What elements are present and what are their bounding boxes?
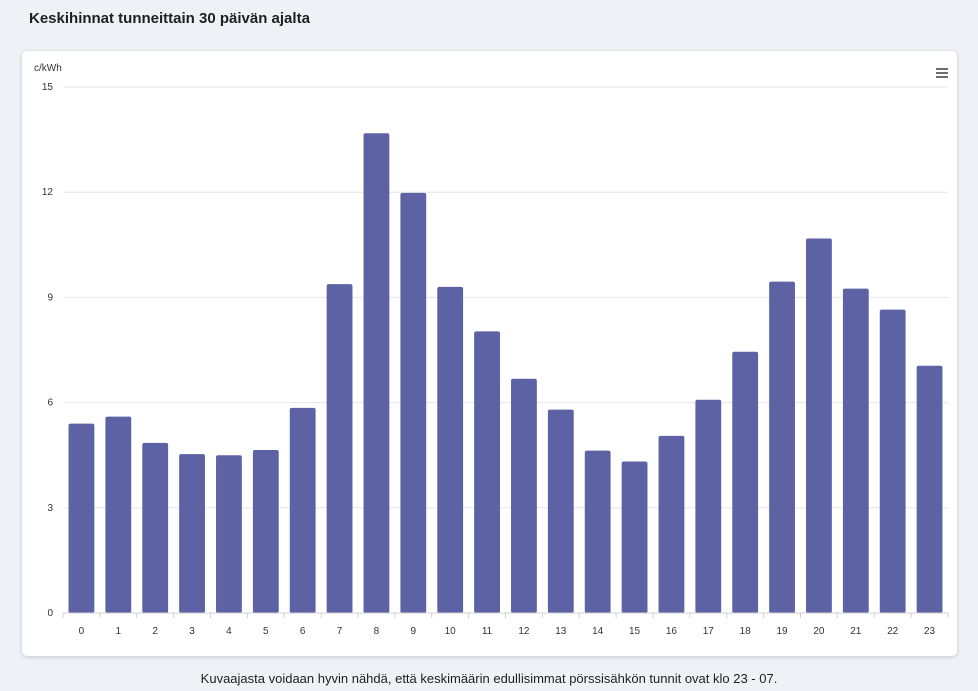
- bar-hour-7[interactable]: [326, 284, 353, 613]
- x-tick-label: 18: [740, 626, 752, 637]
- y-tick-label: 3: [47, 503, 53, 514]
- bar-hour-8[interactable]: [363, 133, 390, 613]
- hamburger-menu-icon[interactable]: [935, 67, 949, 79]
- x-tick-label: 3: [189, 626, 195, 637]
- y-tick-label: 9: [47, 292, 53, 303]
- x-tick-label: 4: [226, 626, 232, 637]
- bar-hour-14[interactable]: [584, 450, 611, 613]
- bar-hour-13[interactable]: [547, 409, 574, 613]
- x-tick-label: 8: [374, 626, 380, 637]
- bar-hour-0[interactable]: [68, 423, 95, 613]
- bar-hour-23[interactable]: [916, 365, 943, 613]
- bar-hour-10[interactable]: [437, 286, 464, 613]
- bar-hour-19[interactable]: [769, 281, 795, 613]
- x-tick-label: 22: [887, 626, 899, 637]
- bar-hour-16[interactable]: [658, 435, 685, 613]
- bar-hour-18[interactable]: [732, 351, 759, 613]
- bar-hour-5[interactable]: [252, 449, 279, 613]
- bar-hour-9[interactable]: [400, 192, 427, 613]
- bars: [68, 133, 943, 613]
- bar-hour-1[interactable]: [105, 416, 132, 613]
- x-tick-label: 14: [592, 626, 604, 637]
- x-tick-label: 2: [152, 626, 158, 637]
- x-tick-label: 1: [116, 626, 122, 637]
- x-tick-label: 6: [300, 626, 306, 637]
- bar-hour-11[interactable]: [474, 331, 500, 613]
- y-tick-label: 6: [47, 398, 53, 409]
- x-tick-label: 19: [777, 626, 789, 637]
- bar-hour-20[interactable]: [806, 238, 832, 613]
- bar-hour-15[interactable]: [621, 461, 648, 613]
- chart-card: 0 3 6 9 12 15 0 1 2 3 4 5 6 7 8 9 10 11 12 13 14 15 16 17 18 19 2…: [22, 51, 957, 656]
- x-tick-label: 20: [813, 626, 825, 637]
- x-tick-label: 12: [518, 626, 530, 637]
- page-title: Keskihinnat tunneittain 30 päivän ajalta: [29, 10, 310, 27]
- bar-hour-22[interactable]: [879, 309, 906, 613]
- x-tick-label: 7: [337, 626, 343, 637]
- y-axis-label: c/kWh: [34, 63, 62, 74]
- y-tick-label: 15: [42, 82, 54, 93]
- x-tick-label: 13: [555, 626, 567, 637]
- bar-hour-17[interactable]: [695, 399, 722, 613]
- x-tick-label: 17: [703, 626, 715, 637]
- x-tick-label: 23: [924, 626, 936, 637]
- x-tick-label: 5: [263, 626, 269, 637]
- x-tick-label: 11: [482, 626, 493, 637]
- bar-hour-12[interactable]: [511, 378, 537, 613]
- x-tick-label: 21: [850, 626, 862, 637]
- x-tick-label: 15: [629, 626, 641, 637]
- y-axis-ticks: 0 3 6 9 12 15: [42, 82, 54, 619]
- caption-text: Kuvaajasta voidaan hyvin nähdä, että kes…: [200, 671, 778, 686]
- x-tick-label: 16: [666, 626, 678, 637]
- x-tick-label: 10: [445, 626, 457, 637]
- x-tick-label: 0: [79, 626, 85, 637]
- x-tick-label: 9: [411, 626, 417, 637]
- bar-hour-21[interactable]: [842, 288, 869, 613]
- bar-hour-6[interactable]: [289, 407, 316, 613]
- y-tick-label: 12: [42, 187, 54, 198]
- bar-hour-3[interactable]: [179, 454, 205, 613]
- bar-hour-4[interactable]: [216, 455, 242, 613]
- bar-hour-2[interactable]: [142, 442, 169, 613]
- y-tick-label: 0: [47, 608, 53, 619]
- x-axis-ticks: 0 1 2 3 4 5 6 7 8 9 10 11 12 13 14 15 16 17 18 19 20 21 22 23: [62, 612, 949, 637]
